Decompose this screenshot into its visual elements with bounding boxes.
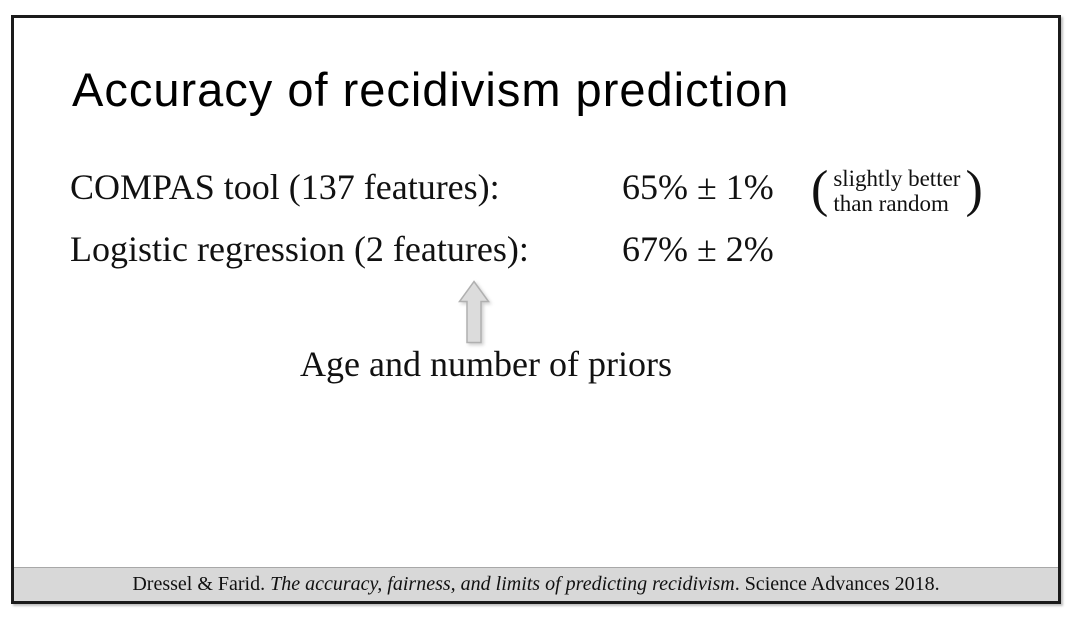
arrow-caption: Age and number of priors	[300, 344, 672, 384]
citation-paper-title: The accuracy, fairness, and limits of pr…	[270, 573, 735, 595]
slide: Accuracy of recidivism prediction COMPAS…	[11, 15, 1061, 604]
annotation-line-2: than random	[833, 191, 949, 216]
logistic-row-value: 67% ± 2%	[622, 229, 774, 269]
compas-row-label: COMPAS tool (137 features):	[70, 167, 500, 207]
close-paren: )	[965, 161, 983, 218]
compas-row-value: 65% ± 1%	[622, 167, 774, 207]
annotation-line-1: slightly better	[833, 166, 961, 192]
annotation-lines: slightly better than random	[833, 166, 961, 217]
citation-venue: . Science Advances 2018.	[734, 573, 940, 595]
logistic-row-label: Logistic regression (2 features):	[70, 229, 529, 269]
open-paren: (	[811, 161, 829, 218]
random-comparison-annotation: ( slightly better than random )	[811, 162, 983, 222]
citation-authors: Dressel & Farid.	[132, 573, 271, 595]
slide-title: Accuracy of recidivism prediction	[72, 63, 790, 116]
up-arrow-icon	[458, 280, 490, 344]
citation-footer: Dressel & Farid. The accuracy, fairness,…	[14, 567, 1058, 601]
